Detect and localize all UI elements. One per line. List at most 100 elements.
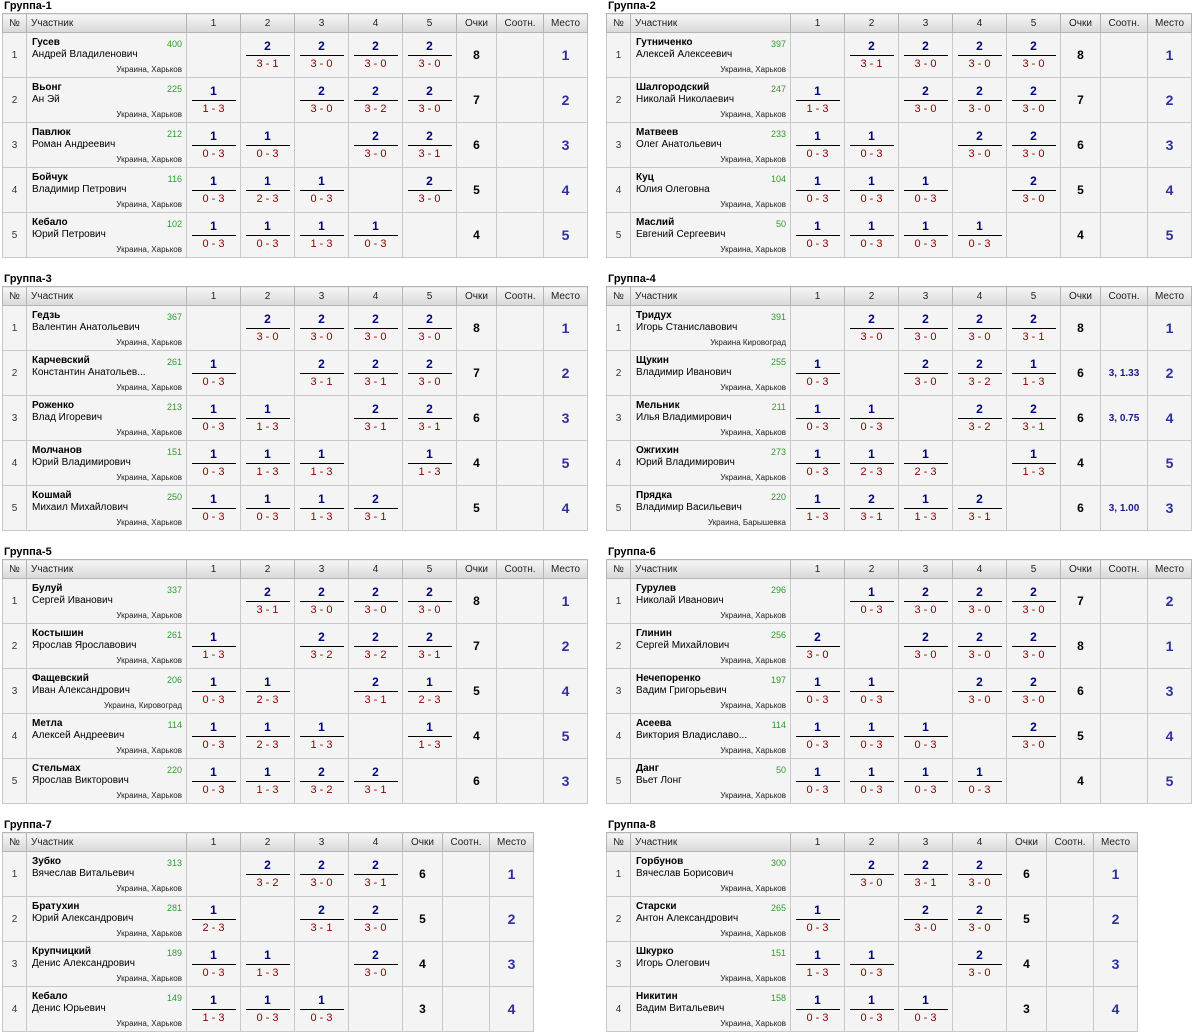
player-cell[interactable]: Шкурко Игорь Олегович 151 Украина, Харьков (630, 941, 791, 987)
header-opponent-2: 2 (240, 559, 295, 579)
match-points: 2 (868, 312, 875, 326)
player-cell[interactable]: Гусев Андрей Владиленович 400 Украина, Харь… (26, 32, 187, 78)
player-cell[interactable]: Крупчицкий Денис Александрович 189 Украина,… (26, 941, 187, 987)
player-cell[interactable]: Куц Юлия Олеговна 104 Украина, Харьков (630, 167, 791, 213)
header-opponent-2: 2 (240, 13, 295, 33)
match-result-cell: 2 3 - 1 (348, 350, 403, 396)
self-match-cell (844, 77, 899, 123)
player-cell[interactable]: Маслий Евгений Сергеевич 50 Украина, Харько… (630, 212, 791, 258)
self-match-cell (294, 668, 349, 714)
ratio-value (496, 440, 544, 486)
place-value: 4 (543, 167, 588, 213)
result-divider (299, 100, 344, 101)
result-divider (191, 646, 236, 647)
header-opponent-5: 5 (1006, 559, 1061, 579)
group-table: № Участник 1 2 3 4 5 Очки Соотн. Место 1 Гутниченко… (606, 13, 1192, 258)
player-cell[interactable]: Роженко Влад Игоревич 213 Украина, Харьков (26, 395, 187, 441)
match-points: 2 (976, 129, 983, 143)
player-surname: Метла (32, 718, 63, 729)
match-result-cell: 1 0 - 3 (240, 986, 295, 1032)
player-cell[interactable]: Булуй Сергей Иванович 337 Украина, Харьков (26, 578, 187, 624)
player-cell[interactable]: Костышин Ярослав Ярославович 261 Украина, Х… (26, 623, 187, 669)
match-result-cell: 1 0 - 3 (186, 167, 241, 213)
self-match-cell (402, 485, 457, 531)
match-result-cell: 2 3 - 0 (348, 305, 403, 351)
result-divider (191, 781, 236, 782)
match-points: 2 (1030, 630, 1037, 644)
header-ratio: Соотн. (1100, 559, 1148, 579)
result-divider (1011, 463, 1056, 464)
match-result-cell: 1 1 - 3 (186, 77, 241, 123)
result-divider (1011, 418, 1056, 419)
match-score: 0 - 3 (914, 238, 937, 250)
header-opponent-5: 5 (402, 13, 457, 33)
player-rating: 400 (166, 39, 182, 49)
player-cell[interactable]: Гутниченко Алексей Алексеевич 397 Украина, … (630, 32, 791, 78)
table-row: 4 Бойчук Владимир Петрович 116 Украина, Харь… (2, 167, 588, 213)
match-result-cell: 2 3 - 0 (1006, 32, 1061, 78)
player-cell[interactable]: Павлюк Роман Андреевич 212 Украина, Харьков (26, 122, 187, 168)
player-cell[interactable]: Молчанов Юрий Владимирович 151 Украина, Хар… (26, 440, 187, 486)
match-score: 3 - 1 (364, 694, 387, 706)
player-cell[interactable]: Прядка Владимир Васильевич 220 Украина, Бар… (630, 485, 791, 531)
match-points: 1 (814, 174, 821, 188)
player-cell[interactable]: Шалгородский Николай Николаевич 247 Украина… (630, 77, 791, 123)
player-cell[interactable]: Щукин Владимир Иванович 255 Украина, Харько… (630, 350, 791, 396)
place-value: 3 (1147, 668, 1192, 714)
self-match-cell (898, 395, 953, 441)
player-rating: 397 (770, 39, 786, 49)
player-cell[interactable]: Карчевский Константин Анатольев... 261 Укра… (26, 350, 187, 396)
player-cell[interactable]: Асеева Виктория Владиславо... 114 Украина, … (630, 713, 791, 759)
player-cell[interactable]: Фащевский Иван Александрович 206 Украина, К… (26, 668, 187, 714)
player-cell[interactable]: Матвеев Олег Анатольевич 233 Украина, Харьк… (630, 122, 791, 168)
match-points: 2 (922, 84, 929, 98)
row-number: 5 (2, 485, 27, 531)
match-score: 0 - 3 (256, 148, 279, 160)
row-number: 2 (2, 350, 27, 396)
player-cell[interactable]: Старски Антон Александрович 265 Украина, Ха… (630, 896, 791, 942)
player-surname: Булуй (32, 583, 63, 594)
player-cell[interactable]: Бойчук Владимир Петрович 116 Украина, Харьк… (26, 167, 187, 213)
player-cell[interactable]: Данг Вьет Лонг 50 Украина, Харьков (630, 758, 791, 804)
player-city: Украина, Харьков (720, 701, 786, 710)
player-cell[interactable]: Горбунов Вячеслав Борисович 300 Украина, Ха… (630, 851, 791, 897)
player-cell[interactable]: Ожгихин Юрий Владимирович 273 Украина, Харь… (630, 440, 791, 486)
player-cell[interactable]: Нечепоренко Вадим Григорьевич 197 Украина, … (630, 668, 791, 714)
match-result-cell: 1 0 - 3 (844, 758, 899, 804)
player-city: Украина, Харьков (720, 200, 786, 209)
player-cell[interactable]: Мельник Илья Владимирович 211 Украина, Харь… (630, 395, 791, 441)
match-score: 1 - 3 (310, 466, 333, 478)
header-opponent-3: 3 (898, 286, 953, 306)
player-cell[interactable]: Глинин Сергей Михайлович 256 Украина, Харьк… (630, 623, 791, 669)
player-cell[interactable]: Никитин Вадим Витальевич 158 Украина, Харьк… (630, 986, 791, 1032)
match-result-cell: 1 0 - 3 (952, 212, 1007, 258)
player-cell[interactable]: Кебало Юрий Петрович 102 Украина, Харьков (26, 212, 187, 258)
self-match-cell (1006, 212, 1061, 258)
player-cell[interactable]: Стельмах Ярослав Викторович 220 Украина, Ха… (26, 758, 187, 804)
player-cell[interactable]: Вьонг Ан Эй 225 Украина, Харьков (26, 77, 187, 123)
player-cell[interactable]: Братухин Юрий Александрович 281 Украина, Ха… (26, 896, 187, 942)
player-city: Украина, Харьков (720, 746, 786, 755)
self-match-cell (294, 941, 349, 987)
player-cell[interactable]: Кошмай Михаил Михайлович 250 Украина, Харьк… (26, 485, 187, 531)
match-score: 3 - 0 (1022, 739, 1045, 751)
player-cell[interactable]: Гурулев Николай Иванович 296 Украина, Харьк… (630, 578, 791, 624)
header-participant: Участник (630, 13, 791, 33)
match-result-cell: 1 0 - 3 (186, 485, 241, 531)
header-points: Очки (456, 286, 497, 306)
player-cell[interactable]: Гедзь Валентин Анатольевич 367 Украина, Хар… (26, 305, 187, 351)
result-divider (407, 373, 452, 374)
total-points: 8 (1060, 305, 1101, 351)
player-first-name: Вячеслав Борисович (636, 868, 734, 879)
player-first-name: Сергей Михайлович (636, 640, 730, 651)
match-result-cell: 2 3 - 1 (402, 122, 457, 168)
result-divider (191, 235, 236, 236)
match-points: 1 (814, 720, 821, 734)
player-cell[interactable]: Кебало Денис Юрьевич 149 Украина, Харьков (26, 986, 187, 1032)
total-points: 4 (1006, 941, 1047, 987)
player-cell[interactable]: Зубко Вячеслав Витальевич 313 Украина, Харь… (26, 851, 187, 897)
player-cell[interactable]: Тридух Игорь Станиславович 391 Украина Киро… (630, 305, 791, 351)
place-value: 4 (1147, 713, 1192, 759)
player-city: Украина, Харьков (116, 110, 182, 119)
player-cell[interactable]: Метла Алексей Андреевич 114 Украина, Харько… (26, 713, 187, 759)
